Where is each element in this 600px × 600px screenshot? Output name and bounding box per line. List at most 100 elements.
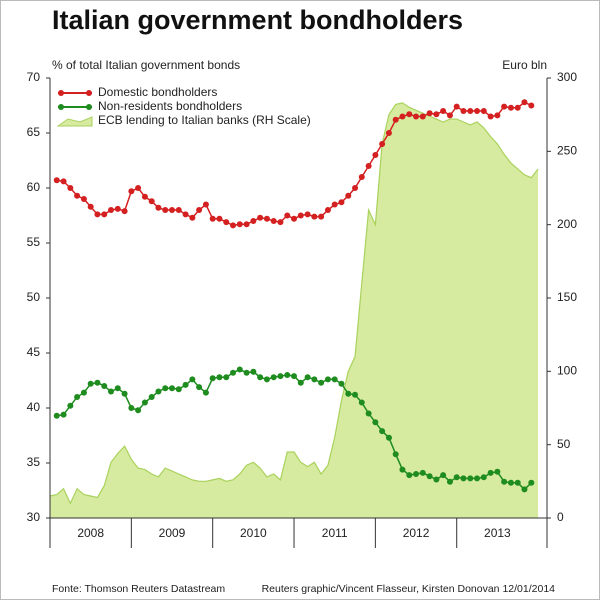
point <box>426 110 433 117</box>
point <box>243 221 250 228</box>
point <box>101 383 108 389</box>
point <box>514 479 521 486</box>
point <box>521 486 528 493</box>
point <box>440 108 447 114</box>
point <box>413 471 420 477</box>
point <box>406 472 413 479</box>
point <box>182 211 189 218</box>
point <box>114 205 121 212</box>
point <box>399 113 406 120</box>
point <box>514 104 521 111</box>
point <box>243 369 250 376</box>
point <box>440 472 447 479</box>
point <box>507 479 514 486</box>
point <box>372 419 379 426</box>
point <box>141 193 148 200</box>
point <box>487 469 494 476</box>
y-tick-label: 40 <box>27 400 41 414</box>
y2-tick-label: 50 <box>557 437 571 451</box>
point <box>446 478 453 485</box>
point <box>318 213 325 220</box>
y-tick-label: 70 <box>27 70 41 84</box>
point <box>324 207 331 213</box>
legend-label: Domestic bondholders <box>98 85 217 99</box>
point <box>196 207 203 213</box>
y2-tick-label: 200 <box>557 217 577 231</box>
y-tick-label: 65 <box>27 125 41 139</box>
point <box>453 474 460 481</box>
x-tick-label: 2009 <box>159 526 186 540</box>
point <box>74 394 81 400</box>
point <box>209 215 216 222</box>
point <box>338 380 345 387</box>
point <box>352 185 359 191</box>
point <box>94 379 101 386</box>
point <box>257 374 264 381</box>
source: Fonte: Thomson Reuters Datastream <box>52 583 225 595</box>
point <box>121 208 128 215</box>
point <box>345 192 352 199</box>
y-tick-label: 35 <box>27 455 41 469</box>
x-tick-label: 2010 <box>240 526 267 540</box>
point <box>216 215 223 222</box>
y2-tick-label: 0 <box>557 510 564 524</box>
point <box>87 203 94 210</box>
x-tick-label: 2008 <box>77 526 104 540</box>
point <box>480 108 487 114</box>
point <box>155 204 162 211</box>
point <box>324 376 331 383</box>
point <box>358 399 365 406</box>
point <box>501 103 508 110</box>
point <box>372 152 379 158</box>
point <box>385 434 392 441</box>
point <box>94 211 101 218</box>
point <box>162 385 169 392</box>
point <box>446 112 453 119</box>
point <box>182 381 189 388</box>
point <box>365 163 372 169</box>
point <box>209 375 216 382</box>
y-tick-label: 45 <box>27 345 41 359</box>
point <box>202 201 209 208</box>
legend-label: ECB lending to Italian banks (RH Scale) <box>98 113 311 127</box>
point <box>419 469 426 476</box>
point <box>433 476 440 483</box>
point <box>284 212 291 219</box>
point <box>148 198 155 205</box>
point <box>270 218 277 224</box>
x-tick-label: 2013 <box>484 526 511 540</box>
point <box>108 207 115 213</box>
legend-swatch <box>86 104 92 110</box>
point <box>175 386 182 393</box>
point <box>270 374 277 381</box>
point <box>385 130 392 136</box>
point <box>528 479 535 486</box>
y-tick-label: 55 <box>27 235 41 249</box>
point <box>413 113 420 120</box>
point <box>460 108 467 114</box>
point <box>263 215 270 222</box>
point <box>53 177 60 184</box>
point <box>494 468 501 475</box>
point <box>202 389 209 396</box>
y2-tick-label: 100 <box>557 364 577 378</box>
point <box>67 402 74 409</box>
point <box>230 369 237 376</box>
y2-tick-label: 150 <box>557 290 577 304</box>
point <box>175 207 182 213</box>
point <box>189 214 196 221</box>
point <box>528 102 535 109</box>
point <box>60 178 67 185</box>
point <box>318 379 325 386</box>
point <box>114 385 121 392</box>
point <box>365 410 372 417</box>
point <box>474 108 481 114</box>
point <box>467 475 474 482</box>
area <box>50 102 539 519</box>
point <box>487 113 494 120</box>
point <box>338 199 345 206</box>
point <box>141 399 148 406</box>
point <box>169 385 176 392</box>
point <box>162 207 169 213</box>
